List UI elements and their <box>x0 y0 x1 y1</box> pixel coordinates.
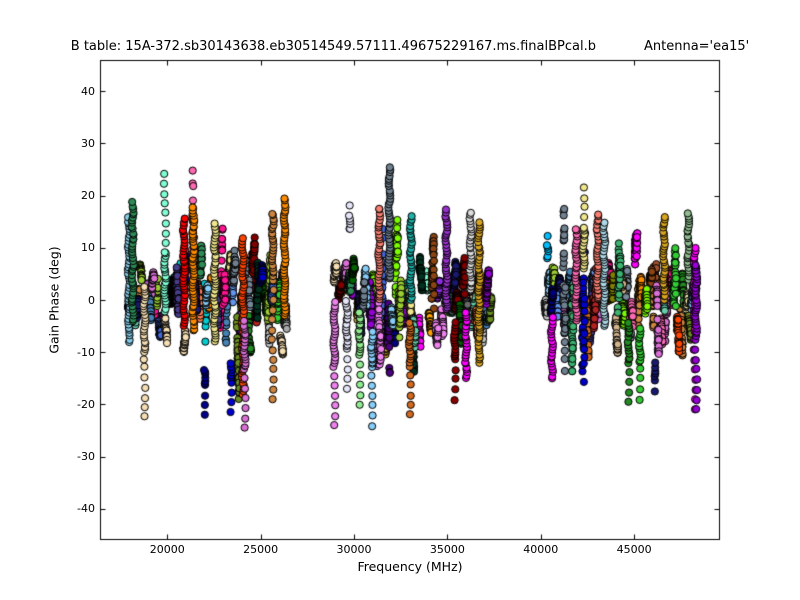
y-tick-label: -20 <box>77 397 95 411</box>
title-antenna-annotation: Antenna='ea15' <box>643 39 750 54</box>
title-table-name: B table: 15A-372.sb30143638.eb30514549.5… <box>70 39 596 54</box>
x-axis-label: Frequency (MHz) <box>357 559 463 574</box>
x-tick-label: 30000 <box>336 543 372 556</box>
y-tick-label: -30 <box>77 450 95 464</box>
y-tick-label: -10 <box>77 345 95 359</box>
y-tick-label: 20 <box>81 189 95 203</box>
x-tick-label: 25000 <box>243 543 279 556</box>
x-tick-label: 40000 <box>523 543 559 556</box>
y-tick-label: 0 <box>88 293 95 307</box>
y-tick-label: -40 <box>77 502 95 516</box>
y-tick-label: 30 <box>81 136 95 150</box>
y-tick-label: 40 <box>81 84 95 98</box>
x-tick-label: 35000 <box>429 543 465 556</box>
x-tick-label: 45000 <box>616 543 652 556</box>
chart-title: B table: 15A-372.sb30143638.eb30514549.5… <box>71 39 749 54</box>
x-tick-label: 20000 <box>149 543 185 556</box>
y-tick-label: 10 <box>81 241 95 255</box>
